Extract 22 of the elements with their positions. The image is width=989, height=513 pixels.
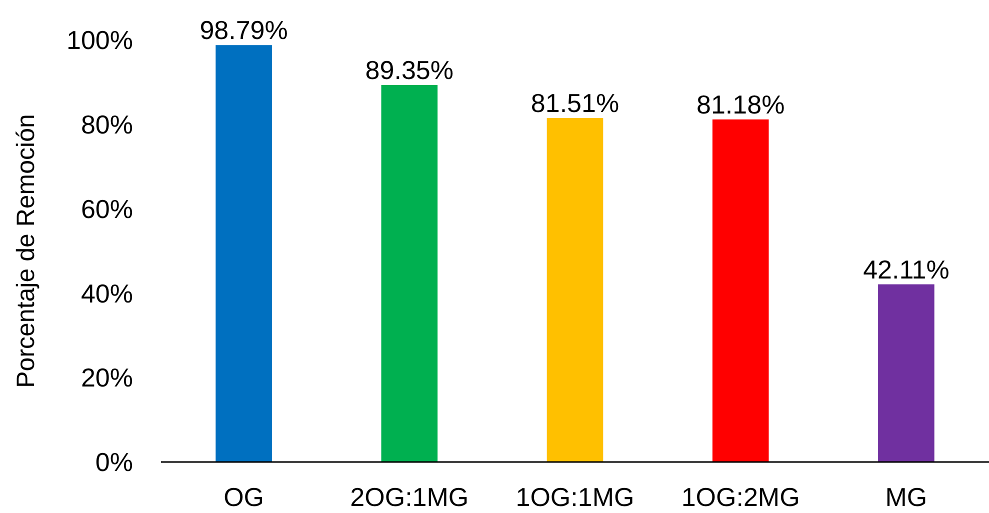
y-tick-label: 0% bbox=[95, 447, 133, 478]
x-tick-label: MG bbox=[885, 482, 928, 512]
bar bbox=[878, 284, 934, 462]
y-tick-label: 20% bbox=[80, 362, 133, 393]
x-tick-label: 1OG:1MG bbox=[516, 482, 634, 512]
bar bbox=[216, 45, 272, 462]
y-axis-title: Porcentaje de Remoción bbox=[12, 114, 40, 388]
bar bbox=[381, 84, 438, 462]
y-tick-label: 60% bbox=[80, 194, 133, 224]
data-label: 81.51% bbox=[530, 88, 620, 118]
y-tick-label: 40% bbox=[80, 278, 133, 308]
data-label: 42.11% bbox=[863, 254, 950, 284]
data-label: 89.35% bbox=[365, 54, 454, 85]
data-label: 81.18% bbox=[696, 89, 785, 120]
y-tick-label: 100% bbox=[66, 25, 133, 56]
bar bbox=[712, 119, 769, 462]
x-tick-label: 1OG:2MG bbox=[681, 482, 800, 512]
x-tick-label: 2OG:1MG bbox=[350, 482, 469, 512]
bar bbox=[546, 118, 604, 462]
y-tick-label: 80% bbox=[80, 110, 133, 140]
x-tick-label: OG bbox=[224, 482, 264, 512]
data-label: 98.79% bbox=[200, 15, 288, 46]
